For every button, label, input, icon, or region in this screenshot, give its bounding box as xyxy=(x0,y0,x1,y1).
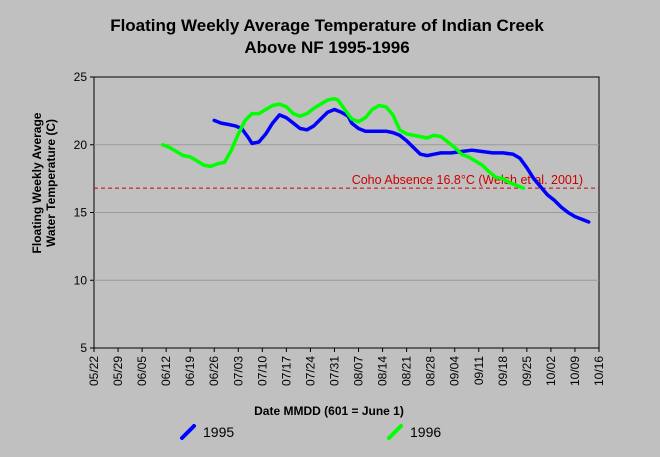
x-tick-label: 09/25 xyxy=(520,356,534,386)
x-tick-label: 07/03 xyxy=(231,356,245,386)
x-ticks: 05/22 05/29 06/05 06/12 06/19 06/26 07/03 07/10… xyxy=(87,348,606,386)
x-tick-label: 08/14 xyxy=(376,356,390,386)
legend-swatch-1995 xyxy=(180,424,196,440)
x-tick-label: 08/07 xyxy=(352,356,366,386)
x-tick-label: 08/28 xyxy=(424,356,438,386)
plot-area: 5 10 15 20 25 05/22 05/29 06/05 06/12 06/19 06/26… xyxy=(74,70,606,386)
x-tick-label: 06/26 xyxy=(207,356,221,386)
series-line-1995 xyxy=(212,107,591,224)
x-tick-label: 05/22 xyxy=(87,356,101,386)
x-tick-label: 10/16 xyxy=(592,356,606,386)
x-tick-label: 07/24 xyxy=(303,356,317,386)
x-tick-label: 07/10 xyxy=(255,356,269,386)
y-axis-label-line-1: Floating Weekly Average xyxy=(30,112,44,253)
x-tick-label: 06/12 xyxy=(159,356,173,386)
legend: 1995 1996 xyxy=(180,424,441,440)
x-tick-label: 09/04 xyxy=(448,356,462,386)
series-line-1996 xyxy=(160,96,526,190)
x-tick-label: 06/19 xyxy=(183,356,197,386)
chart-title-line-1: Floating Weekly Average Temperature of I… xyxy=(110,16,544,35)
legend-label-1995: 1995 xyxy=(203,424,234,440)
y-tick-label: 5 xyxy=(80,341,87,355)
x-tick-label: 10/02 xyxy=(544,356,558,386)
x-tick-label: 09/18 xyxy=(496,356,510,386)
y-tick-label: 10 xyxy=(74,273,88,287)
x-tick-label: 08/21 xyxy=(400,356,414,386)
gridlines xyxy=(94,144,599,281)
chart-title-line-2: Above NF 1995-1996 xyxy=(244,38,409,57)
legend-swatch-1996 xyxy=(387,424,403,440)
y-tick-label: 20 xyxy=(74,138,88,152)
y-tick-label: 25 xyxy=(74,70,88,84)
reference-line-label: Coho Absence 16.8°C (Welsh et al. 2001) xyxy=(352,173,583,187)
x-tick-label: 07/31 xyxy=(327,356,341,386)
x-tick-label: 10/09 xyxy=(568,356,582,386)
y-tick-label: 15 xyxy=(74,206,88,220)
x-tick-label: 05/29 xyxy=(111,356,125,386)
x-tick-label: 07/17 xyxy=(279,356,293,386)
series-lines xyxy=(160,96,591,224)
x-tick-label: 09/11 xyxy=(472,356,486,385)
y-ticks: 5 10 15 20 25 xyxy=(74,70,94,355)
y-axis-label-line-2: Water Temperature (C) xyxy=(44,119,58,247)
reference-line-group: Coho Absence 16.8°C (Welsh et al. 2001) xyxy=(94,173,599,189)
x-tick-label: 06/05 xyxy=(135,356,149,386)
x-axis-label: Date MMDD (601 = June 1) xyxy=(254,404,404,418)
legend-label-1996: 1996 xyxy=(410,424,441,440)
